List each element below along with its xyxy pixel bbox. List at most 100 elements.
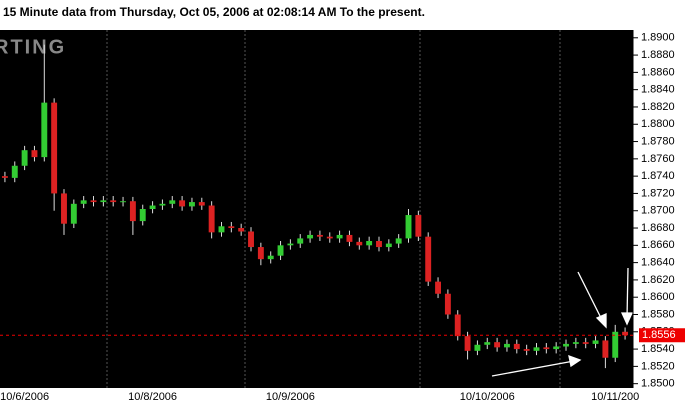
candle-body: [189, 202, 195, 207]
y-tick-label: 1.8660: [641, 239, 675, 251]
candle-body: [228, 226, 235, 229]
candle-body: [11, 165, 18, 178]
candle-body: [336, 234, 343, 239]
x-tick-label: 10/6/2006: [0, 391, 49, 403]
candle-body: [307, 234, 314, 239]
watermark: RTING: [0, 36, 66, 58]
last-price-label: 1.8556: [642, 329, 676, 341]
candle-body: [504, 343, 510, 348]
candle-body: [454, 314, 461, 337]
candle-body: [31, 150, 38, 158]
candle-body: [385, 243, 392, 248]
candle-body: [376, 240, 382, 248]
candle-body: [612, 331, 619, 358]
y-tick-label: 1.8760: [641, 153, 675, 165]
candle-body: [484, 342, 491, 345]
candle-body: [326, 236, 333, 239]
candle-body: [41, 102, 48, 158]
candle-body: [346, 234, 353, 242]
chart-title: 15 Minute data from Thursday, Oct 05, 20…: [3, 5, 425, 19]
candle-body: [494, 342, 501, 348]
candle-body: [100, 200, 107, 203]
candle-body: [248, 231, 254, 248]
x-tick-label: 10/10/2006: [460, 391, 515, 403]
candle-body: [297, 238, 304, 244]
plot-area: [0, 30, 633, 388]
candle-body: [474, 344, 481, 351]
candle-body: [543, 347, 550, 350]
y-tick-label: 1.8860: [641, 66, 675, 78]
candle-body: [198, 202, 205, 206]
candle-body: [267, 255, 274, 260]
last-price-box: [639, 328, 685, 343]
candle-body: [572, 342, 579, 344]
candle-body: [553, 346, 560, 350]
y-tick-label: 1.8800: [641, 118, 675, 130]
candle-body: [533, 347, 540, 351]
y-tick-label: 1.8720: [641, 187, 675, 199]
candle-body: [592, 340, 599, 344]
candle-body: [1, 176, 8, 178]
arrow-head: [568, 354, 582, 368]
candle-body: [218, 226, 225, 233]
candle-body: [366, 240, 373, 246]
y-tick-label: 1.8840: [641, 84, 675, 96]
arrow: [491, 360, 575, 377]
candle-body: [208, 205, 215, 233]
candle-body: [405, 215, 412, 239]
candle-body: [415, 215, 422, 237]
candle-body: [90, 200, 97, 203]
y-tick-label: 1.8820: [641, 101, 675, 113]
candle-body: [582, 342, 589, 344]
candle-body: [563, 343, 569, 347]
y-tick-label: 1.8580: [641, 308, 675, 320]
candle-body: [435, 281, 441, 294]
y-tick-label: 1.8500: [641, 378, 675, 390]
arrow: [626, 267, 629, 319]
arrow: [577, 271, 604, 323]
y-tick-label: 1.8780: [641, 135, 675, 147]
candle-body: [622, 331, 629, 336]
candle-body: [61, 193, 67, 224]
annotation-arrows: [491, 267, 634, 377]
candle-body: [70, 203, 77, 224]
candle-body: [159, 203, 166, 206]
y-tick-label: 1.8680: [641, 222, 675, 234]
x-tick-label: 10/11/200: [591, 391, 639, 403]
candle-body: [425, 236, 432, 282]
y-tick-label: 1.8600: [641, 291, 675, 303]
candle-body: [169, 200, 176, 204]
x-tick-label: 10/8/2006: [128, 391, 177, 403]
candle-body: [523, 349, 530, 351]
arrow-head: [595, 312, 607, 329]
candle-body: [120, 201, 126, 203]
candle-body: [149, 205, 156, 209]
y-tick-label: 1.8880: [641, 49, 675, 61]
candle-body: [513, 343, 520, 350]
candle-body: [238, 228, 245, 232]
candle-body: [51, 102, 58, 194]
candle-body: [464, 336, 471, 351]
candle-body: [129, 201, 136, 222]
y-tick-label: 1.8540: [641, 343, 675, 355]
candle-body: [602, 340, 609, 358]
candle-body: [287, 243, 294, 246]
candle-body: [356, 241, 363, 246]
y-tick-label: 1.8700: [641, 205, 675, 217]
candle-body: [395, 238, 402, 244]
candle-body: [179, 200, 186, 207]
y-tick-label: 1.8520: [641, 360, 675, 372]
y-tick-label: 1.8900: [641, 32, 675, 44]
candle-body: [316, 234, 323, 237]
candle-body: [110, 200, 117, 203]
candle-body: [257, 247, 264, 260]
y-tick-label: 1.8620: [641, 274, 675, 286]
candles: [1, 44, 629, 369]
y-tick-label: 1.8740: [641, 170, 675, 182]
candle-body: [444, 293, 451, 315]
candle-body: [21, 150, 28, 166]
y-tick-label: 1.8640: [641, 257, 675, 269]
arrow-head: [620, 312, 634, 326]
candle-body: [80, 200, 87, 204]
